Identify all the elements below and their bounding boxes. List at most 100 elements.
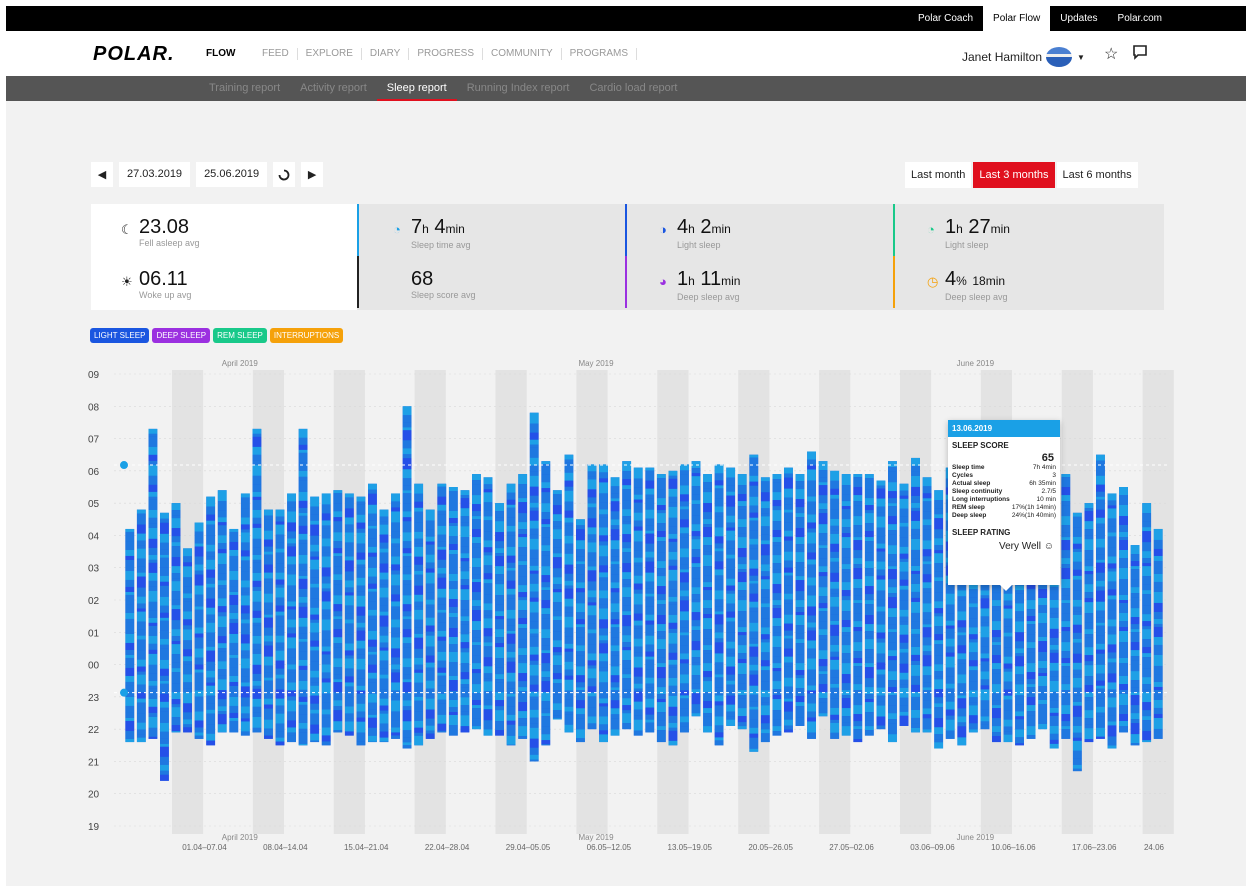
sleep-bar-segment [541, 464, 551, 475]
sleep-bar-segment [703, 650, 712, 654]
sleep-bar-segment [437, 723, 447, 731]
sleep-bar-segment [333, 493, 343, 504]
star-icon[interactable]: ☆ [1104, 46, 1119, 63]
sleep-bar-segment [645, 596, 655, 607]
sleep-bar-segment [587, 623, 597, 630]
sleep-bar-segment [749, 485, 759, 497]
sleep-bar-segment [298, 680, 308, 690]
previous-period-button[interactable]: ◀ [91, 162, 113, 187]
sleep-bar-segment [495, 667, 504, 675]
sleep-bar-segment [1003, 726, 1013, 732]
sleep-bar-segment [391, 720, 400, 728]
refresh-icon[interactable] [273, 162, 296, 187]
sleep-bar-segment [310, 551, 320, 557]
sleep-bar-segment [668, 559, 678, 566]
top-link-polar-coach[interactable]: Polar Coach [918, 13, 974, 24]
sleep-bar-segment [864, 576, 874, 587]
sleep-bar-segment [795, 552, 805, 563]
sleep-bar-segment [310, 514, 320, 521]
sleep-bar-segment [425, 694, 435, 699]
sleep-bar-segment [356, 741, 366, 746]
sleep-bar-segment [864, 498, 874, 506]
sleep-bar-segment [957, 663, 967, 675]
sleep-bar-segment [472, 519, 481, 530]
sleep-bar-segment [1026, 663, 1036, 673]
sleep-bar-segment [668, 643, 678, 653]
sleep-bar-segment [911, 495, 920, 503]
sleep-bar-segment [610, 690, 620, 701]
next-period-button[interactable]: ▶ [301, 162, 324, 187]
last-month-button[interactable]: Last month [905, 162, 972, 188]
legend-deep-sleep[interactable]: DEEP SLEEP [152, 328, 211, 343]
sleep-bar-segment [772, 542, 782, 546]
sleep-bar-segment [749, 544, 759, 549]
sleep-bar-segment [830, 533, 840, 544]
sleep-bar-segment [587, 602, 597, 606]
nav-item-programs[interactable]: PROGRAMS [562, 48, 638, 60]
tab-running-index-report[interactable]: Running Index report [466, 82, 570, 94]
sleep-bar-segment [633, 667, 643, 677]
nav-item-community[interactable]: COMMUNITY [483, 48, 562, 60]
sleep-bar-segment [1072, 725, 1082, 733]
nav-item-explore[interactable]: EXPLORE [298, 48, 362, 60]
legend-light-sleep[interactable]: LIGHT SLEEP [90, 328, 150, 343]
sleep-bar-segment [737, 690, 747, 696]
legend-interruptions[interactable]: INTERRUPTIONS [269, 328, 344, 343]
sleep-bar-segment [587, 723, 597, 729]
nav-item-progress[interactable]: PROGRESS [409, 48, 483, 60]
sleep-bar-segment [506, 598, 516, 610]
top-link-polar-flow[interactable]: Polar Flow [983, 6, 1051, 31]
sleep-bar-segment [183, 719, 192, 725]
sleep-bar-segment [749, 475, 759, 482]
sleep-bar-segment [448, 586, 458, 589]
sleep-bar-segment [356, 591, 366, 596]
sleep-bar-segment [1061, 631, 1071, 643]
sleep-bar-segment [795, 663, 805, 671]
sleep-bar-segment [1061, 532, 1071, 538]
last-6-months-button[interactable]: Last 6 months [1056, 162, 1138, 188]
message-icon[interactable] [1132, 44, 1148, 65]
sleep-bar-segment [321, 709, 331, 715]
sleep-bar-segment [495, 580, 504, 585]
sleep-bar-segment [934, 538, 944, 546]
sleep-bar-segment [1061, 474, 1071, 478]
sleep-bar-segment [425, 529, 435, 537]
sleep-bar-segment [818, 666, 828, 672]
user-menu[interactable]: Janet Hamilton ▼ [962, 47, 1085, 67]
nav-item-feed[interactable]: FEED [254, 48, 298, 60]
sleep-bar-segment [217, 522, 227, 526]
sleep-bar-segment [1015, 653, 1024, 657]
sleep-bar-segment [148, 712, 158, 717]
tab-training-report[interactable]: Training report [209, 82, 281, 94]
sleep-bar-segment [1003, 668, 1013, 672]
sleep-bar-segment [344, 686, 354, 698]
polar-logo[interactable]: POLAR. [93, 43, 175, 65]
sleep-bar-segment [483, 681, 493, 692]
sleep-bar-segment [760, 576, 770, 580]
legend-rem-sleep[interactable]: REM SLEEP [213, 328, 267, 343]
sleep-bar-segment [483, 636, 493, 643]
sleep-bar-segment [714, 701, 724, 706]
end-date-input[interactable]: 25.06.2019 [196, 162, 268, 187]
tab-cardio-load-report[interactable]: Cardio load report [589, 82, 678, 94]
sleep-bar-segment [1061, 690, 1071, 695]
sleep-bar-segment [818, 608, 828, 612]
sleep-bar-segment [876, 548, 886, 552]
top-link-polar-com[interactable]: Polar.com [1117, 13, 1162, 24]
sleep-bar-segment [1072, 674, 1082, 678]
top-link-updates[interactable]: Updates [1060, 13, 1098, 24]
sleep-bar-segment [217, 606, 227, 613]
nav-item-diary[interactable]: DIARY [362, 48, 410, 60]
sleep-bar-segment [656, 699, 666, 703]
sleep-bar-segment [968, 603, 978, 608]
start-date-input[interactable]: 27.03.2019 [119, 162, 191, 187]
sleep-bar-segment [576, 700, 585, 709]
sleep-bar-segment [714, 638, 724, 643]
tab-activity-report[interactable]: Activity report [300, 82, 367, 94]
sleep-bar-segment [391, 672, 400, 683]
tab-sleep-report[interactable]: Sleep report [376, 76, 457, 101]
sleep-bar-segment [622, 705, 632, 711]
sleep-bar-segment [564, 588, 574, 599]
sleep-bar-segment [529, 573, 539, 584]
last-3-months-button[interactable]: Last 3 months [973, 162, 1055, 188]
